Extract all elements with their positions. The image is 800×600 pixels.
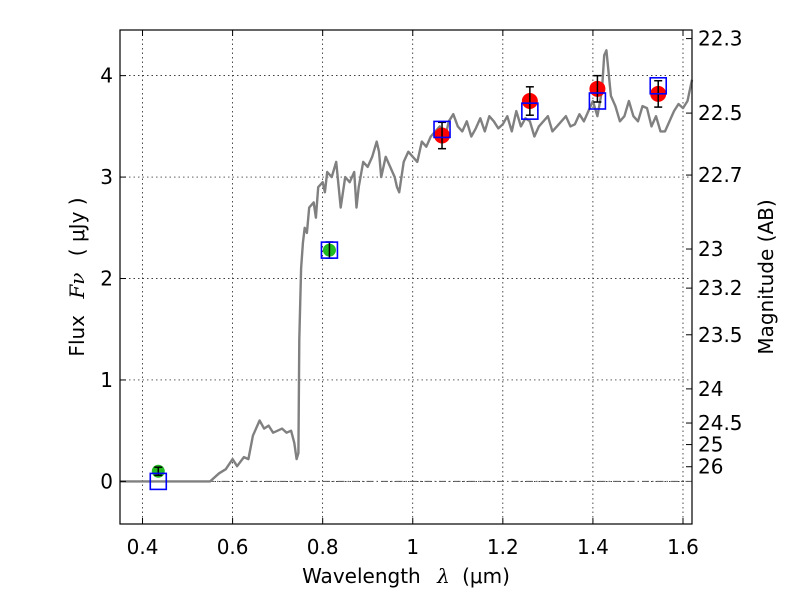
- axis-ticks: 0.4 0.6 0.8 1 1.2 1.4 1.60123422.322.522.72323…: [100, 27, 742, 559]
- model-box: [588, 92, 607, 110]
- model-box: [320, 241, 339, 259]
- model-box: [649, 76, 668, 95]
- y-tick-label: 0: [100, 469, 113, 493]
- mag-tick-label: 24: [698, 377, 723, 401]
- x-tick-label: 1: [406, 535, 419, 559]
- mag-tick-label: 23: [698, 237, 723, 261]
- x-axis-label-text: Wavelength: [302, 564, 421, 588]
- observed-red-errorbar: [593, 74, 602, 103]
- y-axis-label-symbol: Fν: [65, 273, 89, 300]
- y-tick-label: 1: [100, 368, 113, 392]
- plot-area: [120, 49, 694, 491]
- x-tick-label: 0.6: [217, 535, 249, 559]
- y-tick-label: 4: [100, 64, 113, 88]
- x-axis-label: Wavelength λ (μm): [302, 564, 510, 588]
- observed-red-errorbar: [438, 121, 447, 150]
- mag-tick-label: 25: [698, 433, 723, 457]
- mag-tick-label: 22.5: [698, 101, 743, 125]
- y-axis-label-unit: ( μJy ): [65, 197, 89, 256]
- mag-tick-label: 26: [698, 455, 723, 479]
- x-axis-label-unit: (μm): [462, 564, 510, 588]
- x-tick-label: 1.4: [577, 535, 609, 559]
- grid: [120, 30, 692, 524]
- y-tick-label: 2: [100, 267, 113, 291]
- y-axis-label-text: Flux: [65, 315, 89, 357]
- y-tick-label: 3: [100, 165, 113, 189]
- x-axis-label-symbol: λ: [436, 564, 450, 588]
- observed-red-errorbar: [525, 86, 534, 116]
- model-box: [433, 120, 451, 139]
- mag-tick-label: 23.2: [698, 276, 743, 300]
- y-axis-label: Flux Fν ( μJy ): [65, 197, 89, 356]
- plot-frame: [119, 29, 693, 525]
- mag-tick-label: 22.7: [698, 163, 743, 187]
- x-tick-label: 1.6: [667, 535, 699, 559]
- y2-axis-label: Magnitude (AB): [754, 199, 778, 354]
- x-tick-label: 0.4: [127, 535, 159, 559]
- mag-tick-label: 23.5: [698, 323, 743, 347]
- model-box: [149, 472, 168, 491]
- x-tick-label: 0.8: [307, 535, 339, 559]
- x-tick-label: 1.2: [487, 535, 519, 559]
- mag-tick-label: 24.5: [698, 411, 743, 435]
- model-box: [521, 102, 539, 120]
- mag-tick-label: 22.3: [698, 27, 743, 51]
